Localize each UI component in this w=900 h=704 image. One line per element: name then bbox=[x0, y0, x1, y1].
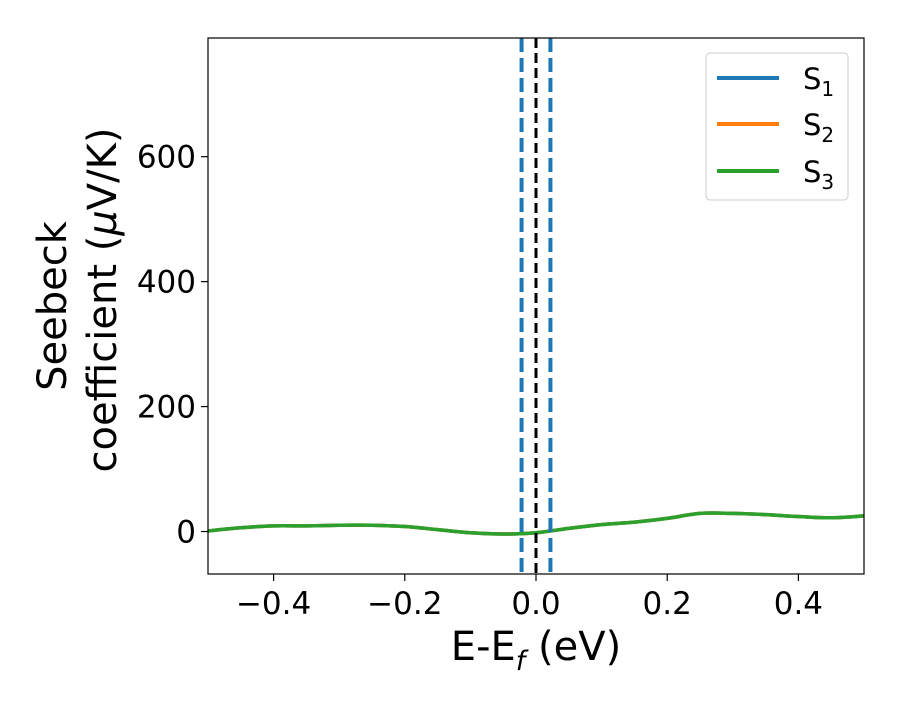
y-ticks: 0 200 400 600 bbox=[137, 140, 208, 551]
x-ticks: −0.4 −0.2 0.0 0.2 0.4 bbox=[236, 574, 823, 622]
x-tick-label: 0.2 bbox=[643, 586, 692, 622]
series-layer bbox=[208, 511, 864, 536]
y-tick-label: 200 bbox=[137, 390, 196, 426]
legend-label-s1: S1 bbox=[803, 62, 834, 101]
x-tick-label: 0.4 bbox=[774, 586, 823, 622]
y-tick-label: 400 bbox=[137, 265, 196, 301]
series-line-s3 bbox=[208, 511, 864, 536]
y-axis-label-line2: coefficient (μV/K) bbox=[80, 128, 126, 473]
x-tick-label: −0.2 bbox=[367, 586, 442, 622]
x-tick-label: −0.4 bbox=[236, 586, 311, 622]
legend-box bbox=[705, 52, 849, 201]
x-axis-label: E-Ef (eV) bbox=[451, 624, 621, 677]
vline-layer bbox=[519, 38, 553, 574]
y-axis-label: Seebeck coefficient (μV/K) bbox=[30, 128, 126, 473]
legend: S1 S2 S3 bbox=[705, 52, 849, 201]
legend-label-s2: S2 bbox=[803, 108, 834, 147]
x-tick-label: 0.0 bbox=[511, 586, 560, 622]
y-tick-label: 600 bbox=[137, 140, 196, 176]
y-tick-label: 0 bbox=[176, 515, 196, 551]
y-axis-label-line1: Seebeck bbox=[30, 220, 76, 391]
legend-label-s3: S3 bbox=[803, 155, 834, 194]
